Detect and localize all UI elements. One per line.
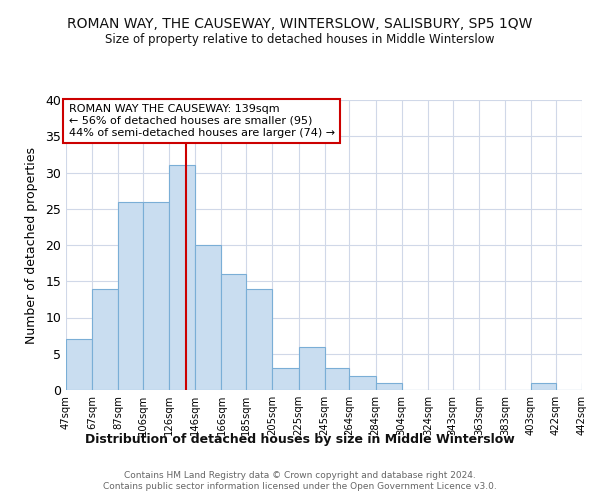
Bar <box>349 376 376 390</box>
Bar <box>221 274 246 390</box>
Text: Distribution of detached houses by size in Middle Winterslow: Distribution of detached houses by size … <box>85 432 515 446</box>
Bar <box>196 245 221 390</box>
Text: Size of property relative to detached houses in Middle Winterslow: Size of property relative to detached ho… <box>105 32 495 46</box>
Bar <box>246 288 272 390</box>
Bar <box>169 165 196 390</box>
Y-axis label: Number of detached properties: Number of detached properties <box>25 146 38 344</box>
Bar <box>582 383 600 390</box>
Bar <box>92 288 118 390</box>
Bar <box>531 383 556 390</box>
Text: ROMAN WAY, THE CAUSEWAY, WINTERSLOW, SALISBURY, SP5 1QW: ROMAN WAY, THE CAUSEWAY, WINTERSLOW, SAL… <box>67 18 533 32</box>
Text: Contains public sector information licensed under the Open Government Licence v3: Contains public sector information licen… <box>103 482 497 491</box>
Bar <box>143 202 169 390</box>
Bar <box>66 339 92 390</box>
Bar <box>272 368 299 390</box>
Bar <box>118 202 143 390</box>
Bar <box>376 383 402 390</box>
Text: ROMAN WAY THE CAUSEWAY: 139sqm
← 56% of detached houses are smaller (95)
44% of : ROMAN WAY THE CAUSEWAY: 139sqm ← 56% of … <box>68 104 335 138</box>
Bar <box>325 368 349 390</box>
Bar <box>299 346 325 390</box>
Text: Contains HM Land Registry data © Crown copyright and database right 2024.: Contains HM Land Registry data © Crown c… <box>124 471 476 480</box>
